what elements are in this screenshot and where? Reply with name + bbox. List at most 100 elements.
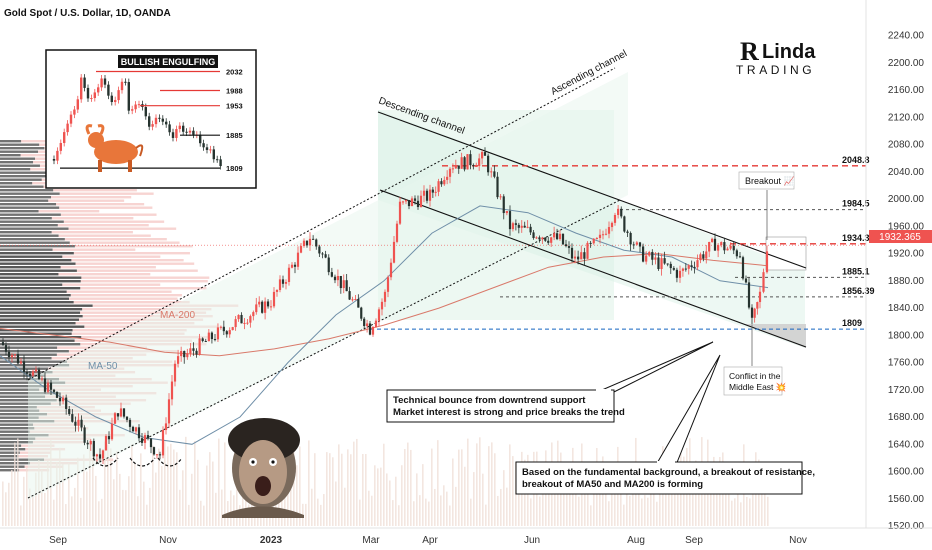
candle-body — [10, 355, 14, 358]
volume-profile-bar — [0, 374, 45, 377]
candle-body — [152, 447, 156, 455]
volume-bar — [110, 448, 112, 526]
volume-bar — [413, 501, 415, 526]
inset-title: BULLISH ENGULFING — [121, 57, 216, 67]
candle-body — [413, 198, 417, 201]
candle-body — [580, 252, 583, 260]
volume-bar — [59, 447, 61, 526]
volume-bar — [356, 438, 358, 526]
candle-body — [635, 242, 638, 245]
volume-bar — [44, 492, 46, 526]
volume-bar — [134, 463, 136, 526]
volume-bar — [716, 466, 718, 526]
volume-profile-bar — [0, 273, 59, 276]
volume-bar — [143, 481, 145, 526]
price-tick-label: 2080.00 — [888, 140, 925, 151]
volume-bar — [725, 472, 727, 526]
volume-profile-bar — [0, 185, 44, 188]
candle-body — [77, 419, 80, 426]
inset-candle-body — [66, 123, 69, 133]
level-label: 2048.8 — [842, 155, 870, 165]
volume-bar — [422, 464, 424, 526]
descending-channel-lower — [379, 189, 807, 348]
logo-initial: R — [740, 37, 759, 66]
volume-profile-bar — [69, 241, 180, 244]
volume-bar — [209, 452, 211, 526]
candle-body — [261, 301, 264, 313]
level-label: 1885.1 — [842, 266, 870, 276]
volume-profile-bar — [0, 360, 67, 363]
volume-profile-bar — [0, 199, 49, 202]
volume-bar — [95, 475, 97, 526]
candle-body — [119, 408, 123, 417]
candle-body — [128, 419, 132, 427]
volume-bar — [476, 443, 478, 526]
volume-bar — [518, 489, 520, 526]
inset-candle-body — [100, 78, 103, 88]
candle-body — [195, 350, 198, 355]
volume-bar — [23, 476, 25, 526]
double-bottom-arc-2 — [129, 457, 156, 467]
volume-profile-bar — [0, 423, 34, 426]
volume-profile-bar — [0, 451, 20, 454]
volume-bar — [626, 482, 628, 526]
volume-bar — [236, 470, 238, 526]
price-tick-label: 1720.00 — [888, 385, 925, 396]
candle-body — [255, 304, 258, 313]
volume-bar — [710, 482, 712, 526]
volume-profile-bar — [0, 269, 77, 272]
volume-bar — [296, 465, 298, 526]
price-axis[interactable]: 2240.00 2200.00 2160.00 2120.00 2080.00 2040.… — [888, 31, 925, 532]
candle-body — [466, 154, 469, 170]
volume-profile-bar — [0, 161, 34, 164]
time-axis[interactable]: Sep Nov 2023 Mar Apr Jun Aug Sep Nov — [49, 535, 807, 546]
volume-profile-bar — [0, 346, 58, 349]
breakout-label-box — [738, 171, 795, 190]
volume-bar — [347, 449, 349, 526]
volume-bar — [431, 448, 433, 526]
candle-body — [219, 326, 222, 328]
inset-candle-body — [83, 77, 86, 88]
candle-body — [101, 450, 105, 459]
candle-body — [508, 211, 512, 230]
volume-profile-bar — [0, 315, 83, 318]
candle-body — [386, 277, 390, 292]
conflict-label-box — [723, 366, 783, 396]
volume-bar — [578, 496, 580, 526]
volume-profile-bar — [0, 455, 19, 458]
candle-body — [678, 270, 682, 278]
volume-profile-bar — [0, 395, 46, 398]
candle-body — [201, 338, 204, 342]
volume-profile-bar — [0, 458, 45, 461]
candle-body — [717, 245, 720, 251]
volume-bar — [206, 465, 208, 526]
volume-profile-bar — [70, 294, 183, 297]
inset-candle-body — [165, 121, 168, 125]
volume-profile-bar — [0, 427, 35, 430]
candle-body — [431, 189, 434, 193]
volume-bar — [497, 495, 499, 526]
candle-body — [708, 241, 711, 252]
volume-profile-bar — [0, 311, 81, 314]
candle-body — [37, 369, 41, 380]
candle-body — [189, 348, 192, 354]
volume-bar — [587, 472, 589, 526]
volume-bar — [629, 495, 631, 526]
inset-candle-body — [202, 143, 205, 148]
volume-bar — [371, 495, 373, 526]
inset-candle-body — [56, 150, 59, 161]
volume-profile-bar — [0, 248, 53, 251]
candle-body — [34, 369, 38, 372]
candle-body — [398, 201, 402, 224]
volume-profile-bar — [76, 269, 198, 272]
candle-body — [89, 440, 92, 445]
volume-bar — [329, 453, 331, 526]
inset-candle-body — [93, 92, 96, 99]
price-tick-label: 2200.00 — [888, 58, 925, 69]
volume-bar — [530, 498, 532, 526]
volume-bar — [611, 486, 613, 526]
volume-bar — [77, 457, 79, 526]
inset-candle-body — [52, 159, 56, 161]
volume-bar — [728, 470, 730, 526]
